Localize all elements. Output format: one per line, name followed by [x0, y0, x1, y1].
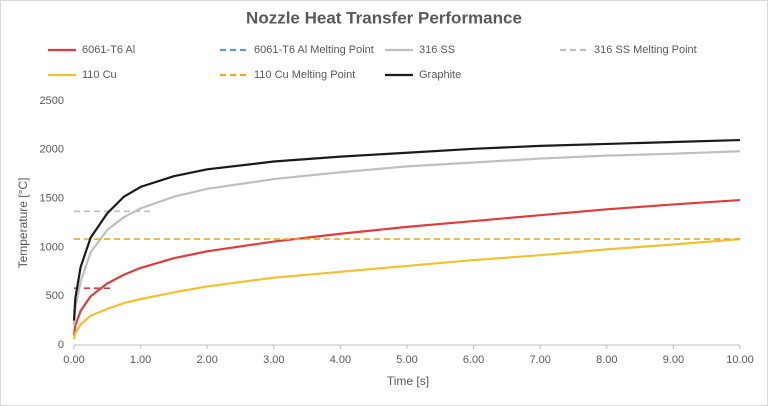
legend-label: 110 Cu	[82, 69, 117, 81]
x-tick-label: 10.00	[726, 354, 754, 366]
x-tick-label: 0.00	[63, 354, 84, 366]
x-tick-label: 9.00	[663, 354, 684, 366]
legend-label: 316 SS	[419, 44, 455, 56]
y-tick-label: 2500	[40, 95, 64, 107]
legend-label: 6061-T6 Al	[82, 44, 135, 56]
chart-title: Nozzle Heat Transfer Performance	[246, 8, 522, 27]
x-tick-label: 6.00	[463, 354, 484, 366]
x-axis-title: Time [s]	[387, 374, 429, 388]
legend-label: 6061-T6 Al Melting Point	[254, 44, 374, 56]
x-tick-label: 2.00	[196, 354, 217, 366]
series-line	[72, 238, 741, 340]
y-tick-label: 0	[58, 339, 64, 351]
x-tick-label: 5.00	[396, 354, 417, 366]
y-tick-label: 500	[46, 290, 64, 302]
legend-label: Graphite	[419, 69, 461, 81]
legend-label: 110 Cu Melting Point	[254, 69, 355, 81]
y-axis-title: Temperature [°C]	[16, 178, 30, 269]
y-tick-label: 2000	[40, 144, 64, 156]
x-tick-label: 4.00	[330, 354, 351, 366]
y-tick-label: 1000	[40, 241, 64, 253]
legend-label: 316 SS Melting Point	[594, 44, 697, 56]
series-line	[72, 198, 741, 336]
x-tick-label: 8.00	[596, 354, 617, 366]
y-tick-label: 1500	[40, 193, 64, 205]
x-tick-label: 7.00	[529, 354, 550, 366]
x-tick-label: 1.00	[130, 354, 151, 366]
series-line	[72, 138, 741, 321]
series-line	[72, 150, 741, 326]
x-tick-label: 3.00	[263, 354, 284, 366]
